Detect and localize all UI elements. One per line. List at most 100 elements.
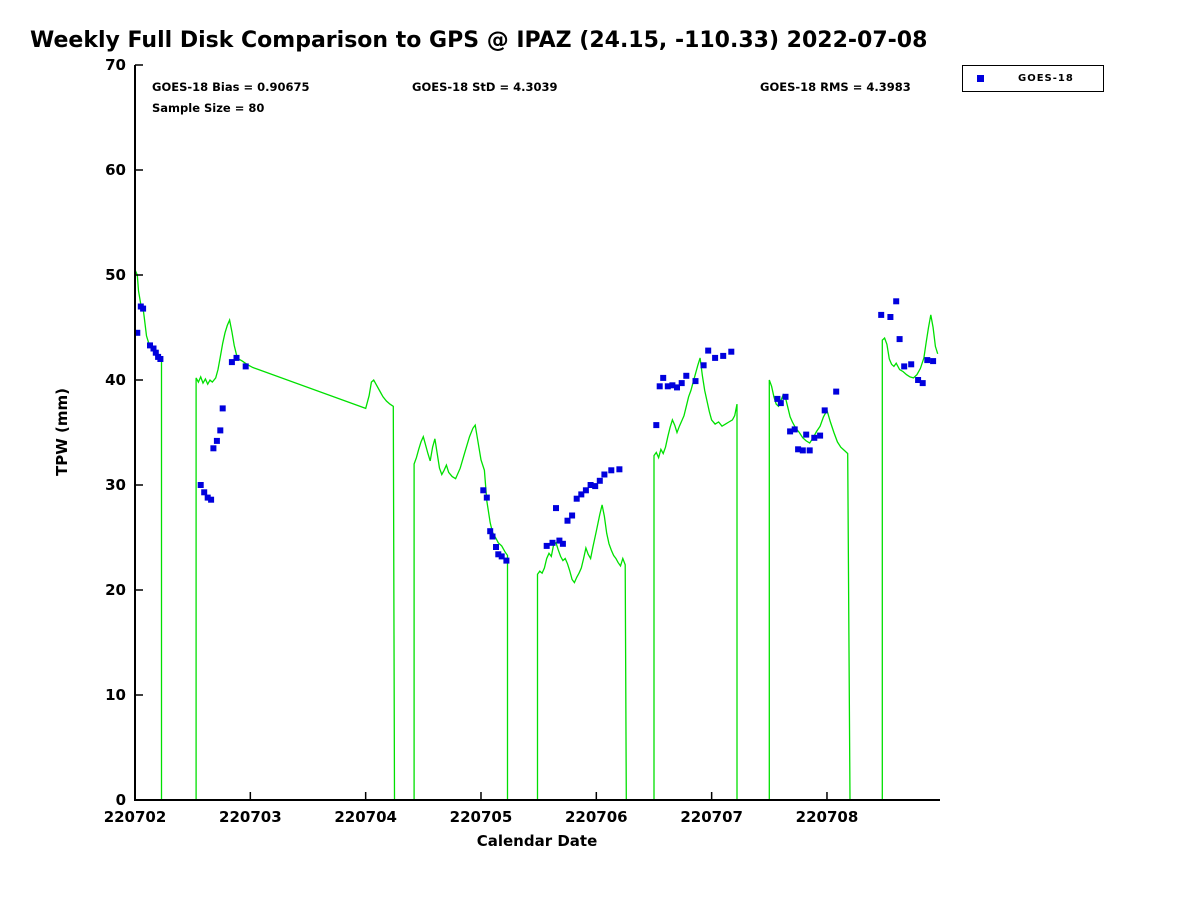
goes18-marker: [774, 395, 781, 402]
goes18-marker: [811, 434, 818, 441]
legend: GOES-18: [962, 65, 1104, 92]
goes18-marker: [152, 349, 159, 356]
goes18-marker: [228, 359, 235, 366]
y-tick-label: 30: [105, 476, 126, 494]
goes18-marker: [664, 383, 671, 390]
goes18-marker: [653, 422, 660, 429]
goes18-marker: [495, 551, 502, 558]
goes18-marker: [795, 446, 802, 453]
goes18-marker: [919, 380, 926, 387]
goes18-marker: [901, 363, 908, 370]
goes18-marker: [728, 348, 735, 355]
goes18-marker: [608, 467, 615, 474]
goes18-marker: [660, 374, 667, 381]
goes18-marker: [480, 487, 487, 494]
goes18-marker: [543, 542, 550, 549]
x-tick-label: 220708: [796, 808, 859, 826]
goes18-marker: [493, 544, 499, 550]
goes18-legend-marker-icon: [977, 75, 984, 82]
goes18-marker: [582, 487, 589, 494]
y-tick-label: 10: [105, 686, 126, 704]
goes18-marker: [787, 428, 794, 435]
goes18-marker: [712, 354, 719, 361]
goes18-marker: [157, 356, 164, 362]
goes18-marker: [487, 528, 494, 535]
goes18-marker: [489, 533, 496, 540]
stat-bias: GOES-18 Bias = 0.90675: [152, 80, 310, 94]
goes18-marker: [878, 311, 885, 318]
x-axis-label: Calendar Date: [476, 832, 598, 850]
goes18-marker: [559, 540, 566, 547]
goes18-marker: [833, 388, 840, 395]
goes18-marker: [213, 437, 220, 444]
goes18-marker: [208, 496, 215, 503]
stat-sample-size: Sample Size = 80: [152, 101, 265, 115]
goes18-marker: [678, 380, 685, 387]
x-tick-label: 220702: [104, 808, 167, 826]
x-tick-label: 220705: [450, 808, 513, 826]
goes18-marker: [483, 494, 490, 501]
goes18-marker: [821, 407, 828, 414]
goes18-marker: [503, 557, 510, 564]
goes18-marker: [596, 477, 603, 484]
goes18-marker: [817, 432, 824, 439]
goes18-marker: [553, 505, 559, 512]
goes18-marker: [896, 336, 903, 343]
goes18-marker: [210, 445, 217, 452]
goes18-marker: [564, 517, 571, 524]
goes18-marker: [887, 314, 894, 320]
goes18-marker: [893, 298, 900, 305]
goes18-marker: [908, 361, 915, 368]
goes18-marker: [791, 426, 798, 433]
goes18-marker: [720, 352, 727, 359]
goes18-marker: [201, 489, 208, 496]
goes18-marker: [204, 494, 211, 501]
y-tick-label: 50: [105, 266, 126, 284]
goes18-marker: [498, 553, 505, 560]
goes18-marker: [616, 466, 623, 473]
goes18-marker: [683, 372, 690, 379]
y-tick-label: 40: [105, 371, 126, 389]
goes18-marker: [803, 431, 810, 438]
goes18-marker: [592, 483, 599, 490]
goes18-marker: [799, 447, 806, 454]
goes18-marker: [915, 377, 922, 383]
goes18-marker: [705, 347, 712, 354]
goes18-marker: [806, 447, 813, 454]
y-axis-label: TPW (mm): [53, 388, 71, 476]
legend-label: GOES-18: [1018, 73, 1074, 84]
goes18-marker: [150, 345, 157, 352]
goes18-marker: [556, 537, 563, 544]
goes18-marker: [700, 362, 707, 369]
goes18-marker: [601, 471, 608, 478]
x-tick-label: 220707: [680, 808, 743, 826]
y-tick-label: 0: [116, 791, 126, 809]
stat-std: GOES-18 StD = 4.3039: [412, 80, 558, 94]
goes18-marker: [777, 400, 784, 407]
goes18-marker: [692, 378, 699, 385]
gps-line: [134, 269, 939, 801]
goes18-marker: [573, 495, 580, 502]
goes18-marker: [217, 427, 224, 434]
goes18-marker: [147, 342, 153, 349]
y-tick-label: 60: [105, 161, 126, 179]
goes18-marker: [569, 512, 576, 519]
x-tick-label: 220703: [219, 808, 282, 826]
goes18-marker: [197, 482, 204, 488]
y-tick-label: 20: [105, 581, 126, 599]
goes18-marker: [656, 383, 663, 390]
goes18-marker: [782, 393, 789, 400]
goes18-marker: [674, 384, 680, 391]
goes18-marker: [669, 382, 676, 389]
x-tick-label: 220704: [334, 808, 397, 826]
goes18-marker: [233, 354, 240, 361]
goes18-marker: [578, 491, 585, 498]
goes18-marker: [219, 405, 226, 412]
goes18-marker: [587, 482, 594, 488]
goes18-marker: [134, 329, 141, 336]
goes18-marker: [930, 358, 937, 365]
y-tick-label: 70: [105, 56, 126, 74]
goes18-marker: [140, 305, 147, 312]
